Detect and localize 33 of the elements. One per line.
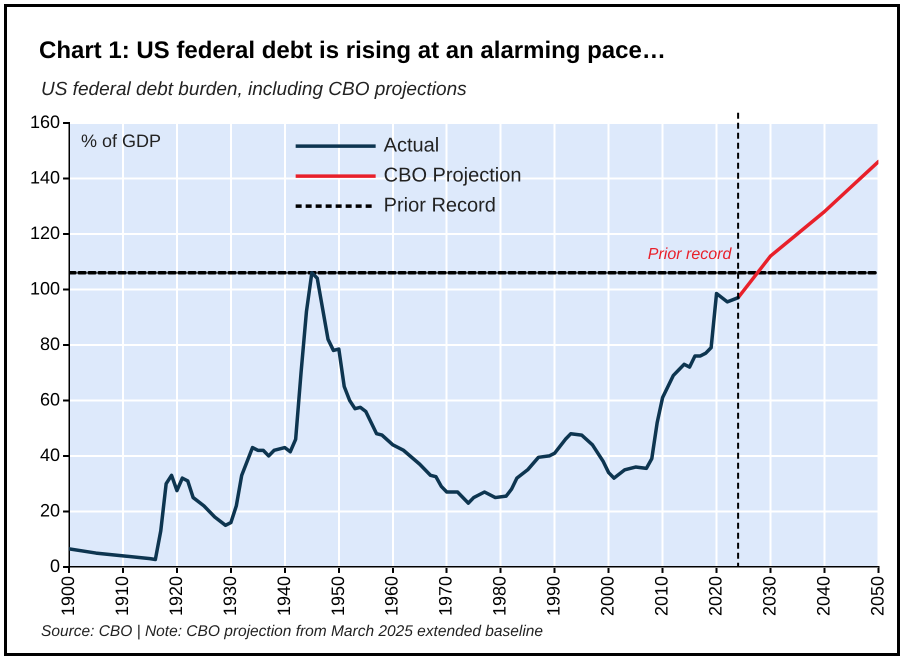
legend-label: Actual xyxy=(384,134,440,157)
x-tick-label: 2000 xyxy=(598,576,618,616)
x-tick-label: 1910 xyxy=(112,576,132,616)
legend-label: CBO Projection xyxy=(384,164,522,187)
x-tick-label: 2020 xyxy=(705,576,726,616)
x-tick-label: 1960 xyxy=(382,576,402,616)
chart-subtitle: US federal debt burden, including CBO projections xyxy=(41,79,467,101)
y-tick-label: 40 xyxy=(40,444,60,465)
y-tick-label: 80 xyxy=(40,334,60,354)
x-tick-label: 2010 xyxy=(652,576,672,616)
y-axis-title: % of GDP xyxy=(81,130,162,151)
x-tick-label: 2050 xyxy=(867,576,888,616)
x-tick-label: 1980 xyxy=(490,576,510,616)
x-tick-label: 2030 xyxy=(759,576,780,616)
x-tick-label: 1990 xyxy=(544,576,564,616)
y-tick-label: 120 xyxy=(30,222,60,243)
x-tick-label: 1950 xyxy=(328,576,348,616)
y-tick-label: 140 xyxy=(30,167,60,188)
x-tick-label: 1930 xyxy=(220,576,240,616)
y-tick-label: 160 xyxy=(30,112,60,132)
x-tick-label: 2040 xyxy=(813,576,834,616)
chart-title: Chart 1: US federal debt is rising at an alarming pace… xyxy=(39,37,666,65)
legend-label: Prior Record xyxy=(384,194,496,217)
x-tick-label: 1920 xyxy=(166,576,186,616)
y-tick-label: 0 xyxy=(50,556,60,576)
x-tick-label: 1970 xyxy=(436,576,456,616)
y-tick-label: 60 xyxy=(40,389,60,410)
annotation: Prior record xyxy=(648,246,732,264)
x-tick-label: 1940 xyxy=(274,576,294,616)
y-tick-label: 100 xyxy=(30,278,60,298)
y-tick-label: 20 xyxy=(40,500,60,520)
x-tick-label: 1900 xyxy=(58,576,78,616)
source-note: Source: CBO | Note: CBO projection from March 2025 extended baseline xyxy=(41,623,544,641)
